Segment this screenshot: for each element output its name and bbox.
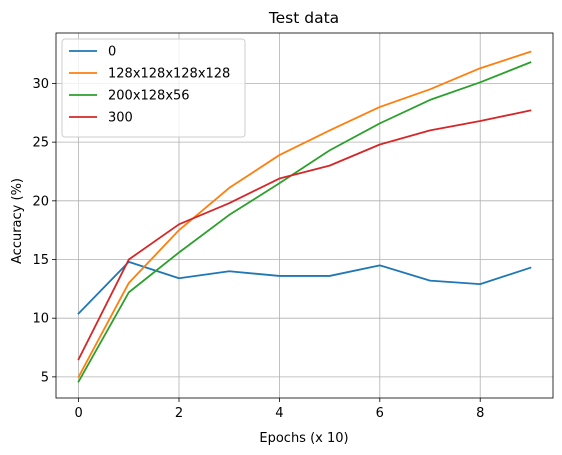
y-tick-label: 5 [41,370,49,385]
series-line-200x128x56 [77,61,532,383]
y-axis-label: Accuracy (%) [10,178,25,264]
y-tick-label: 20 [32,194,49,209]
plot-area-frame [55,32,554,399]
x-tick-label: 8 [476,406,484,421]
legend-box [61,38,246,138]
legend: 0 128x128x128x128 200x128x56 300 [61,38,246,138]
y-tick-label: 30 [32,77,49,92]
y-tick-label: 25 [32,136,49,151]
x-axis-label: Epochs (x 10) [259,431,348,446]
y-tick-label: 15 [32,253,49,268]
axis-ticks: 0 2 4 6 8 5 10 15 20 25 30 [32,77,484,421]
legend-label: 0 [108,45,116,60]
series-line-300 [77,109,532,361]
y-tick-label: 10 [32,312,49,327]
x-tick-label: 4 [275,406,283,421]
series-line-128x128x128x128 [77,50,532,379]
series-line-0 [77,260,532,315]
series-layer [77,50,532,383]
chart-title: Test data [268,9,339,27]
x-tick-label: 6 [376,406,384,421]
legend-label: 300 [108,111,133,126]
legend-label: 200x128x56 [108,89,190,104]
x-tick-label: 2 [175,406,183,421]
x-tick-label: 0 [74,406,82,421]
legend-label: 128x128x128x128 [108,67,230,82]
